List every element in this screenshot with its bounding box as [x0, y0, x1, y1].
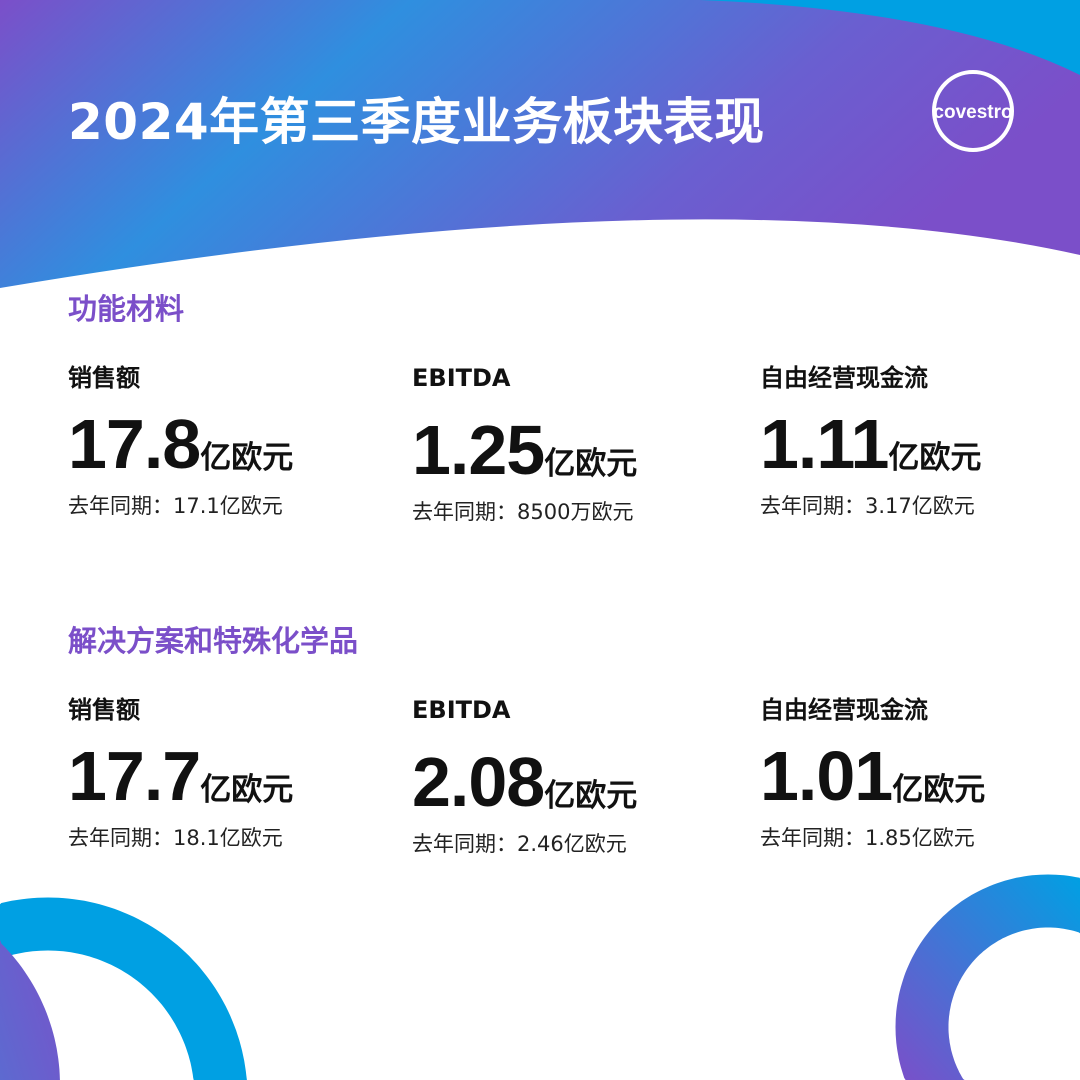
metric-label: 销售额: [68, 696, 140, 724]
metric-number: 2.08: [412, 743, 545, 821]
metric-previous-year: 去年同期：2.46亿欧元: [412, 832, 627, 856]
metric-number: 17.7: [68, 737, 201, 815]
covestro-logo: covestro: [930, 68, 1016, 154]
metric-value: 17.7亿欧元: [68, 736, 388, 816]
metric-value: 17.8亿欧元: [68, 404, 388, 484]
metric-previous-year: 去年同期：1.85亿欧元: [760, 826, 975, 850]
metric-label: 自由经营现金流: [760, 696, 928, 724]
metric-unit: 亿欧元: [200, 440, 294, 476]
metric-number: 1.01: [760, 737, 893, 815]
metric-unit: 亿欧元: [892, 772, 986, 808]
metric-previous-year: 去年同期：17.1亿欧元: [68, 494, 283, 518]
metric-previous-year: 去年同期：3.17亿欧元: [760, 494, 975, 518]
svg-text:covestro: covestro: [933, 102, 1012, 123]
metric-value: 1.01亿欧元: [760, 736, 1080, 816]
metric-card: EBITDA 2.08亿欧元 去年同期：2.46亿欧元: [412, 696, 732, 858]
metric-card: EBITDA 1.25亿欧元 去年同期：8500万欧元: [412, 364, 732, 526]
page-title: 2024年第三季度业务板块表现: [68, 93, 765, 151]
ring-purple: [0, 885, 60, 1080]
metric-unit: 亿欧元: [544, 446, 638, 482]
section-title: 功能材料: [68, 292, 185, 326]
metric-number: 1.11: [760, 405, 889, 483]
header-wave: [0, 0, 1080, 288]
metric-unit: 亿欧元: [200, 772, 294, 808]
metric-label: EBITDA: [412, 364, 511, 392]
ring-gradient: [895, 874, 1080, 1080]
metric-card: 自由经营现金流 1.11亿欧元 去年同期：3.17亿欧元: [760, 358, 1080, 520]
metric-value: 1.25亿欧元: [412, 410, 732, 490]
metric-card: 销售额 17.8亿欧元 去年同期：17.1亿欧元: [68, 358, 388, 520]
metric-unit: 亿欧元: [888, 440, 982, 476]
metric-previous-year: 去年同期：18.1亿欧元: [68, 826, 283, 850]
metric-label: 自由经营现金流: [760, 364, 928, 392]
ring-blue: [0, 897, 248, 1080]
metric-label: 销售额: [68, 364, 140, 392]
metric-value: 1.11亿欧元: [760, 404, 1080, 484]
section-title: 解决方案和特殊化学品: [68, 624, 359, 658]
header-arc: [700, 0, 1080, 75]
metric-card: 销售额 17.7亿欧元 去年同期：18.1亿欧元: [68, 690, 388, 852]
metric-previous-year: 去年同期：8500万欧元: [412, 500, 634, 524]
metric-number: 17.8: [68, 405, 201, 483]
metric-value: 2.08亿欧元: [412, 742, 732, 822]
metric-card: 自由经营现金流 1.01亿欧元 去年同期：1.85亿欧元: [760, 690, 1080, 852]
metric-number: 1.25: [412, 411, 545, 489]
metric-label: EBITDA: [412, 696, 511, 724]
metric-unit: 亿欧元: [544, 778, 638, 814]
